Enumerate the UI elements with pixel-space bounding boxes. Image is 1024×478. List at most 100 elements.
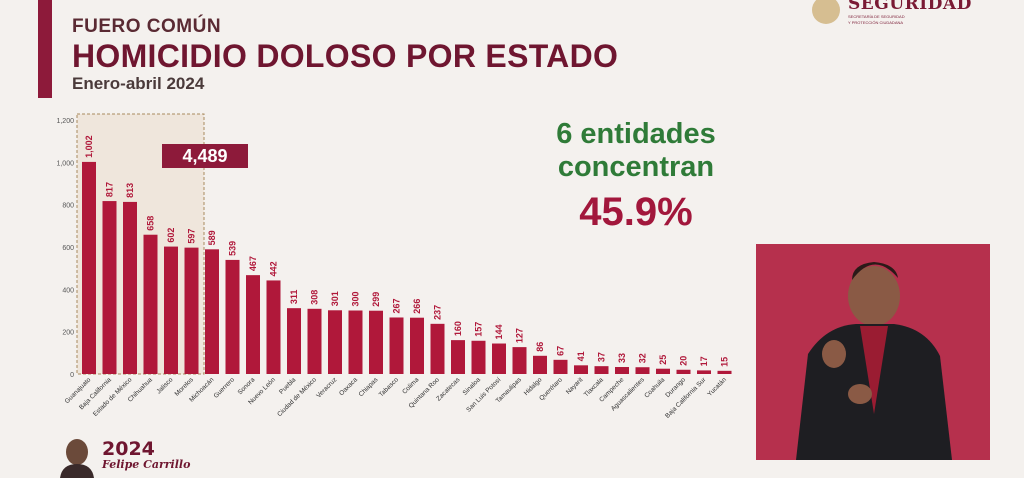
value-label: 25 xyxy=(658,355,668,365)
summary-line-2: concentran xyxy=(557,151,715,183)
x-category-label: Guerrero xyxy=(213,376,237,400)
bar xyxy=(225,259,240,374)
summary-percent: 45.9% xyxy=(579,190,693,234)
x-category-label: Nayarit xyxy=(565,376,585,396)
bar xyxy=(471,340,486,374)
logo-text: SEGURIDAD xyxy=(848,0,972,14)
value-label: 539 xyxy=(228,241,238,256)
logo-subtext-2: Y PROTECCIÓN CIUDADANA xyxy=(848,20,904,25)
y-tick-label: 200 xyxy=(62,330,74,337)
value-label: 308 xyxy=(310,290,320,305)
x-category-label: Sonora xyxy=(237,376,257,396)
accent-bar xyxy=(38,0,52,98)
value-label: 33 xyxy=(617,353,627,363)
value-label: 15 xyxy=(720,357,730,367)
value-label: 589 xyxy=(207,230,217,245)
x-category-label: Jalisco xyxy=(155,376,174,395)
footer-year: 2024 xyxy=(102,438,155,460)
bar xyxy=(246,275,260,374)
bar xyxy=(205,249,219,374)
bar xyxy=(717,370,732,374)
bar xyxy=(410,317,424,374)
value-label: 41 xyxy=(576,351,586,361)
value-label: 299 xyxy=(371,292,381,307)
value-label: 17 xyxy=(699,356,709,366)
value-label: 20 xyxy=(679,356,689,366)
value-label: 127 xyxy=(515,328,525,343)
x-category-label: Querétaro xyxy=(538,376,564,402)
value-label: 311 xyxy=(289,290,299,305)
kicker-text: FUERO COMÚN xyxy=(72,16,222,37)
value-label: 817 xyxy=(105,182,115,197)
value-label: 813 xyxy=(125,183,135,198)
bar xyxy=(266,280,281,374)
logo-subtext-1: SECRETARÍA DE SEGURIDAD xyxy=(848,14,905,19)
value-label: 37 xyxy=(597,352,607,362)
x-category-label: Chiapas xyxy=(358,376,380,398)
value-label: 658 xyxy=(146,216,156,231)
value-label: 237 xyxy=(433,305,443,320)
y-tick-label: 1,000 xyxy=(56,160,74,167)
portrait-icon xyxy=(60,439,94,478)
bar xyxy=(348,310,363,374)
seguridad-logo xyxy=(812,0,840,24)
x-category-label: Oaxaca xyxy=(338,376,359,397)
bar xyxy=(369,310,383,374)
bar xyxy=(184,247,199,374)
value-label: 266 xyxy=(412,299,422,314)
value-label: 32 xyxy=(638,353,648,363)
y-tick-label: 600 xyxy=(62,245,74,252)
x-category-label: Puebla xyxy=(278,376,298,396)
x-category-label: Veracruz xyxy=(315,376,338,399)
page-subtitle: Enero-abril 2024 xyxy=(72,74,205,93)
value-label: 160 xyxy=(453,321,463,336)
bar xyxy=(615,367,629,374)
value-label: 157 xyxy=(474,322,484,337)
y-tick-label: 0 xyxy=(70,372,74,379)
bar xyxy=(287,308,301,374)
interpreter-hand-left xyxy=(822,340,846,368)
x-category-label: Ciudad de México xyxy=(276,376,318,418)
bar xyxy=(512,347,527,374)
bar xyxy=(123,201,137,374)
highlight-total-badge xyxy=(162,144,248,168)
bar xyxy=(594,366,609,374)
y-tick-label: 800 xyxy=(62,203,74,210)
value-label: 86 xyxy=(535,342,545,352)
bar xyxy=(389,317,404,374)
x-category-label: Tabasco xyxy=(378,376,400,398)
bars-group xyxy=(82,161,732,374)
summary-line-1: 6 entidades xyxy=(556,118,716,150)
value-label: 442 xyxy=(269,261,279,276)
y-tick-label: 1,200 xyxy=(56,118,74,125)
bar xyxy=(697,370,711,374)
x-category-label: Colima xyxy=(401,376,421,396)
x-category-label: Coahuila xyxy=(643,376,666,399)
value-label: 300 xyxy=(351,291,361,306)
bar xyxy=(656,368,670,374)
interpreter-head xyxy=(848,266,900,326)
bar xyxy=(143,234,158,374)
bar xyxy=(492,343,506,374)
page-title: HOMICIDIO DOLOSO POR ESTADO xyxy=(72,38,619,74)
bar xyxy=(328,310,342,374)
value-labels-group: 1,002 817 813 658 602 597 589 539 467 442 311 308 30… xyxy=(84,135,730,366)
footer-name: Felipe Carrillo xyxy=(102,458,191,471)
bar-chart: 0 200 400 600 800 1,000 1,200 1,002 817 813 658 60… xyxy=(56,113,732,420)
value-label: 67 xyxy=(556,346,566,356)
value-label: 301 xyxy=(330,291,340,306)
bar xyxy=(635,367,650,374)
y-tick-label: 400 xyxy=(62,287,74,294)
highlight-total-label: 4,489 xyxy=(182,146,227,166)
x-category-label: Yucatán xyxy=(706,376,728,398)
highlight-badge: 4,489 xyxy=(162,144,248,168)
bar xyxy=(553,359,568,374)
interpreter-hand-right xyxy=(848,384,872,404)
y-axis: 0 200 400 600 800 1,000 1,200 xyxy=(56,118,74,379)
summary-note: 6 entidades concentran xyxy=(520,118,752,184)
x-category-label: Baja California Sur xyxy=(664,376,708,420)
bar xyxy=(164,246,178,374)
bar xyxy=(102,201,117,374)
bar xyxy=(82,161,96,374)
value-label: 597 xyxy=(187,229,197,244)
